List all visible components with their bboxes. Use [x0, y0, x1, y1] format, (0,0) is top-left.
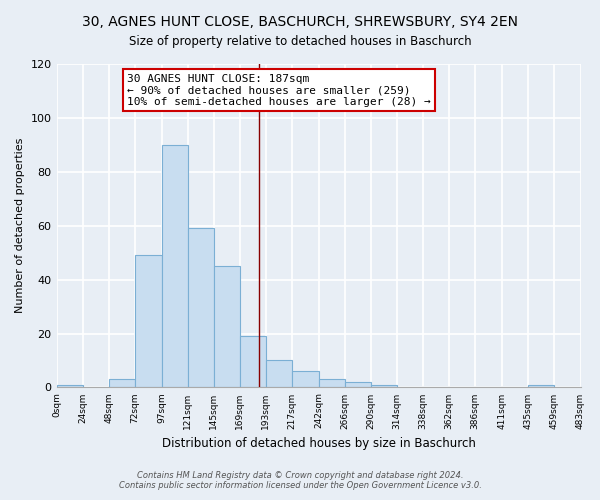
Bar: [292, 372, 319, 388]
Bar: [345, 382, 371, 388]
Text: 30 AGNES HUNT CLOSE: 187sqm
← 90% of detached houses are smaller (259)
10% of se: 30 AGNES HUNT CLOSE: 187sqm ← 90% of det…: [127, 74, 431, 107]
Text: Contains HM Land Registry data © Crown copyright and database right 2024.
Contai: Contains HM Land Registry data © Crown c…: [119, 470, 481, 490]
Bar: [266, 360, 292, 388]
Bar: [529, 384, 554, 388]
Bar: [109, 380, 134, 388]
Text: 30, AGNES HUNT CLOSE, BASCHURCH, SHREWSBURY, SY4 2EN: 30, AGNES HUNT CLOSE, BASCHURCH, SHREWSB…: [82, 15, 518, 29]
Text: Size of property relative to detached houses in Baschurch: Size of property relative to detached ho…: [128, 35, 472, 48]
X-axis label: Distribution of detached houses by size in Baschurch: Distribution of detached houses by size …: [161, 437, 475, 450]
Bar: [188, 228, 214, 388]
Bar: [134, 256, 162, 388]
Y-axis label: Number of detached properties: Number of detached properties: [15, 138, 25, 314]
Bar: [162, 145, 188, 388]
Bar: [56, 384, 83, 388]
Bar: [240, 336, 266, 388]
Bar: [371, 384, 397, 388]
Bar: [214, 266, 240, 388]
Bar: [319, 380, 345, 388]
